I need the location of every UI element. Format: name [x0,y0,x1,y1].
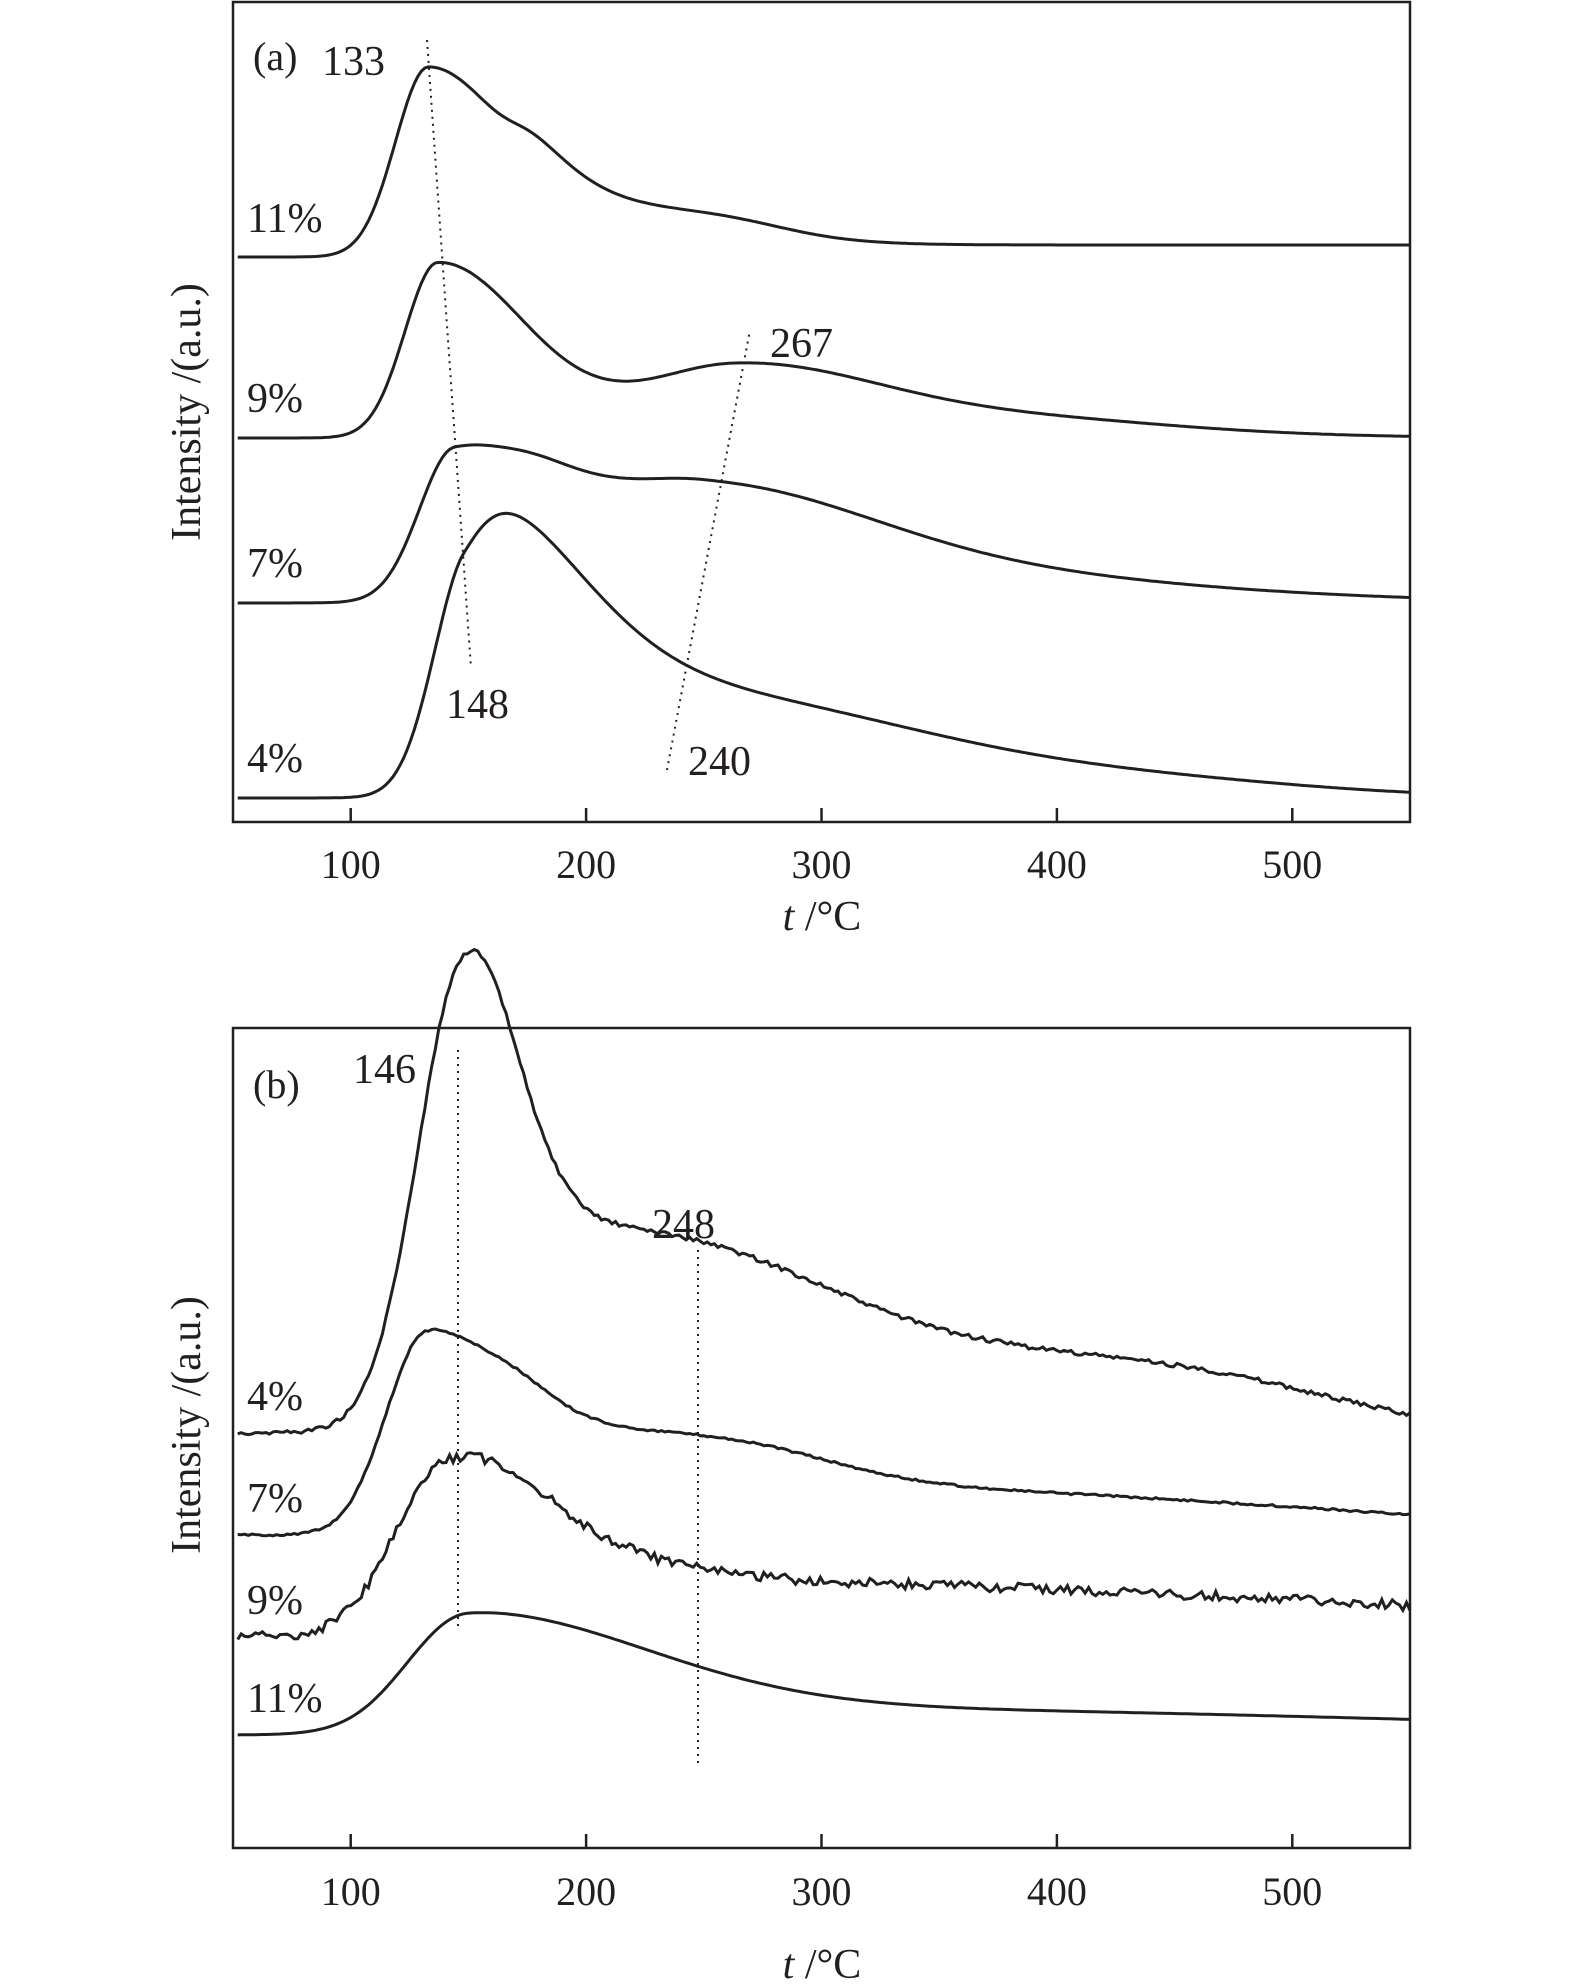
series-line [237,260,1410,440]
series-labels-b: 4% 7% 9% 11% [247,1374,322,1722]
series-label: 7% [247,541,303,587]
plot-frame-b [231,1026,1412,1850]
x-tick-label: 200 [556,842,616,887]
x-tick-label: 500 [1262,842,1322,887]
y-axis-title-b: Intensity /(a.u.) [164,1296,210,1554]
x-tick-label: 300 [792,842,852,887]
peak-label-240: 240 [688,739,751,785]
series-lines-a [237,65,1411,800]
series-line [236,1450,1412,1641]
x-tick-label: 300 [792,1869,852,1914]
x-axis-title-a: t /°C [783,894,862,940]
x-axis-ticks-a: 100 200 300 400 500 [321,808,1322,887]
x-tick-label: 400 [1027,1869,1087,1914]
series-line [237,1327,1411,1538]
x-axis-title-b: t /°C [783,1942,862,1985]
x-tick-label: 500 [1262,1869,1322,1914]
x-axis-ticks-b: 100 200 300 400 500 [321,1834,1322,1914]
panel-b: (b) Intensity /(a.u.) t /°C 100 200 300 400… [164,947,1412,1985]
series-label: 11% [247,1676,322,1722]
peak-label-146: 146 [353,1047,416,1093]
series-labels-a: 11% 9% 7% 4% [247,196,322,782]
series-label: 4% [247,736,303,782]
peak-label-133: 133 [322,39,385,85]
panel-a: (a) Intensity /(a.u.) t /°C 100 200 300 400… [164,0,1412,940]
peak-label-148: 148 [446,682,509,728]
plot-frame-a [231,0,1412,824]
panel-tag-a: (a) [253,34,297,79]
x-tick-label: 400 [1027,842,1087,887]
series-label: 9% [247,376,303,422]
y-axis-title-a: Intensity /(a.u.) [164,283,210,541]
peak-guide-line-a1 [426,39,472,669]
x-tick-label: 100 [321,842,381,887]
x-tick-label: 100 [321,1869,381,1914]
series-label: 11% [247,196,322,242]
peak-label-267: 267 [770,321,833,367]
series-line [237,65,1410,259]
peak-label-248: 248 [652,1202,715,1248]
series-label: 9% [247,1578,303,1624]
series-line [237,511,1411,800]
x-tick-label: 200 [556,1869,616,1914]
series-line [237,947,1411,1437]
series-label: 4% [247,1374,303,1420]
series-line [237,443,1411,605]
peak-guide-line-a2 [666,329,751,771]
panel-tag-b: (b) [253,1062,300,1107]
series-label: 7% [247,1476,303,1522]
series-lines-b [236,947,1412,1737]
series-line [237,1611,1411,1737]
